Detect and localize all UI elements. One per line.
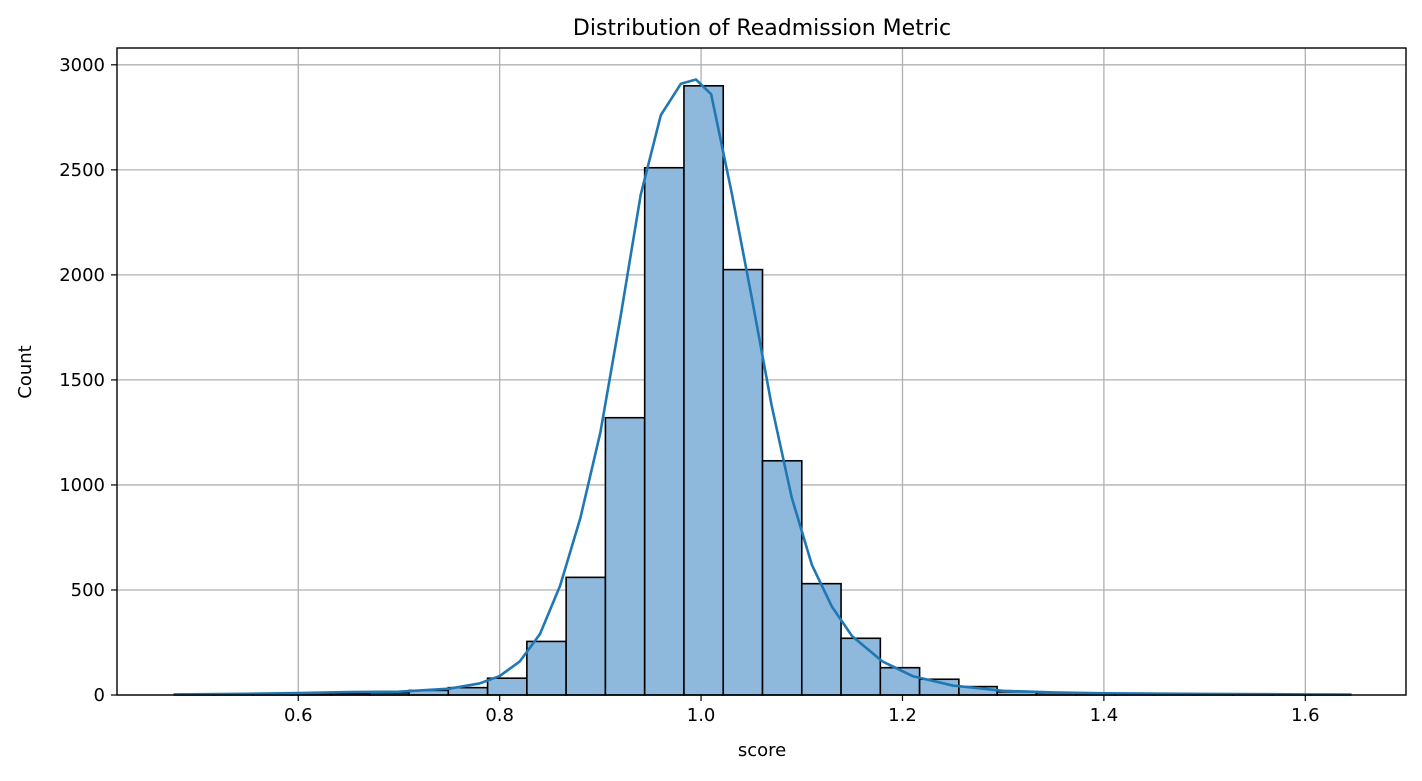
y-axis-label: Count — [15, 345, 36, 398]
x-tick-label: 1.0 — [687, 705, 716, 726]
x-axis-ticks: 0.6 0.8 1.0 1.2 1.4 1.6 — [284, 695, 1320, 726]
histogram-bar — [527, 641, 566, 695]
histogram-bar — [802, 584, 841, 695]
y-tick-label: 2500 — [59, 160, 105, 181]
histogram-bar — [605, 418, 644, 695]
y-tick-label: 1500 — [59, 370, 105, 391]
x-tick-label: 1.6 — [1291, 705, 1320, 726]
histogram-bars — [174, 86, 1350, 695]
x-tick-label: 0.8 — [485, 705, 514, 726]
histogram-bar — [645, 168, 684, 695]
x-tick-label: 1.2 — [888, 705, 917, 726]
histogram-bar — [880, 668, 919, 695]
histogram-bar — [723, 270, 762, 695]
histogram-bar — [763, 461, 802, 695]
y-tick-label: 0 — [94, 685, 105, 706]
y-tick-label: 2000 — [59, 265, 105, 286]
x-tick-label: 1.4 — [1090, 705, 1119, 726]
histogram-bar — [488, 678, 527, 695]
histogram-bar — [684, 86, 723, 695]
y-tick-label: 3000 — [59, 55, 105, 76]
x-axis-label: score — [738, 740, 786, 761]
histogram-bar — [566, 577, 605, 695]
y-tick-label: 500 — [71, 580, 105, 601]
x-tick-label: 0.6 — [284, 705, 313, 726]
y-axis-ticks: 0 500 1000 1500 2000 2500 3000 — [59, 55, 117, 706]
histogram-bar — [841, 638, 880, 695]
y-tick-label: 1000 — [59, 475, 105, 496]
chart-title: Distribution of Readmission Metric — [573, 16, 951, 41]
